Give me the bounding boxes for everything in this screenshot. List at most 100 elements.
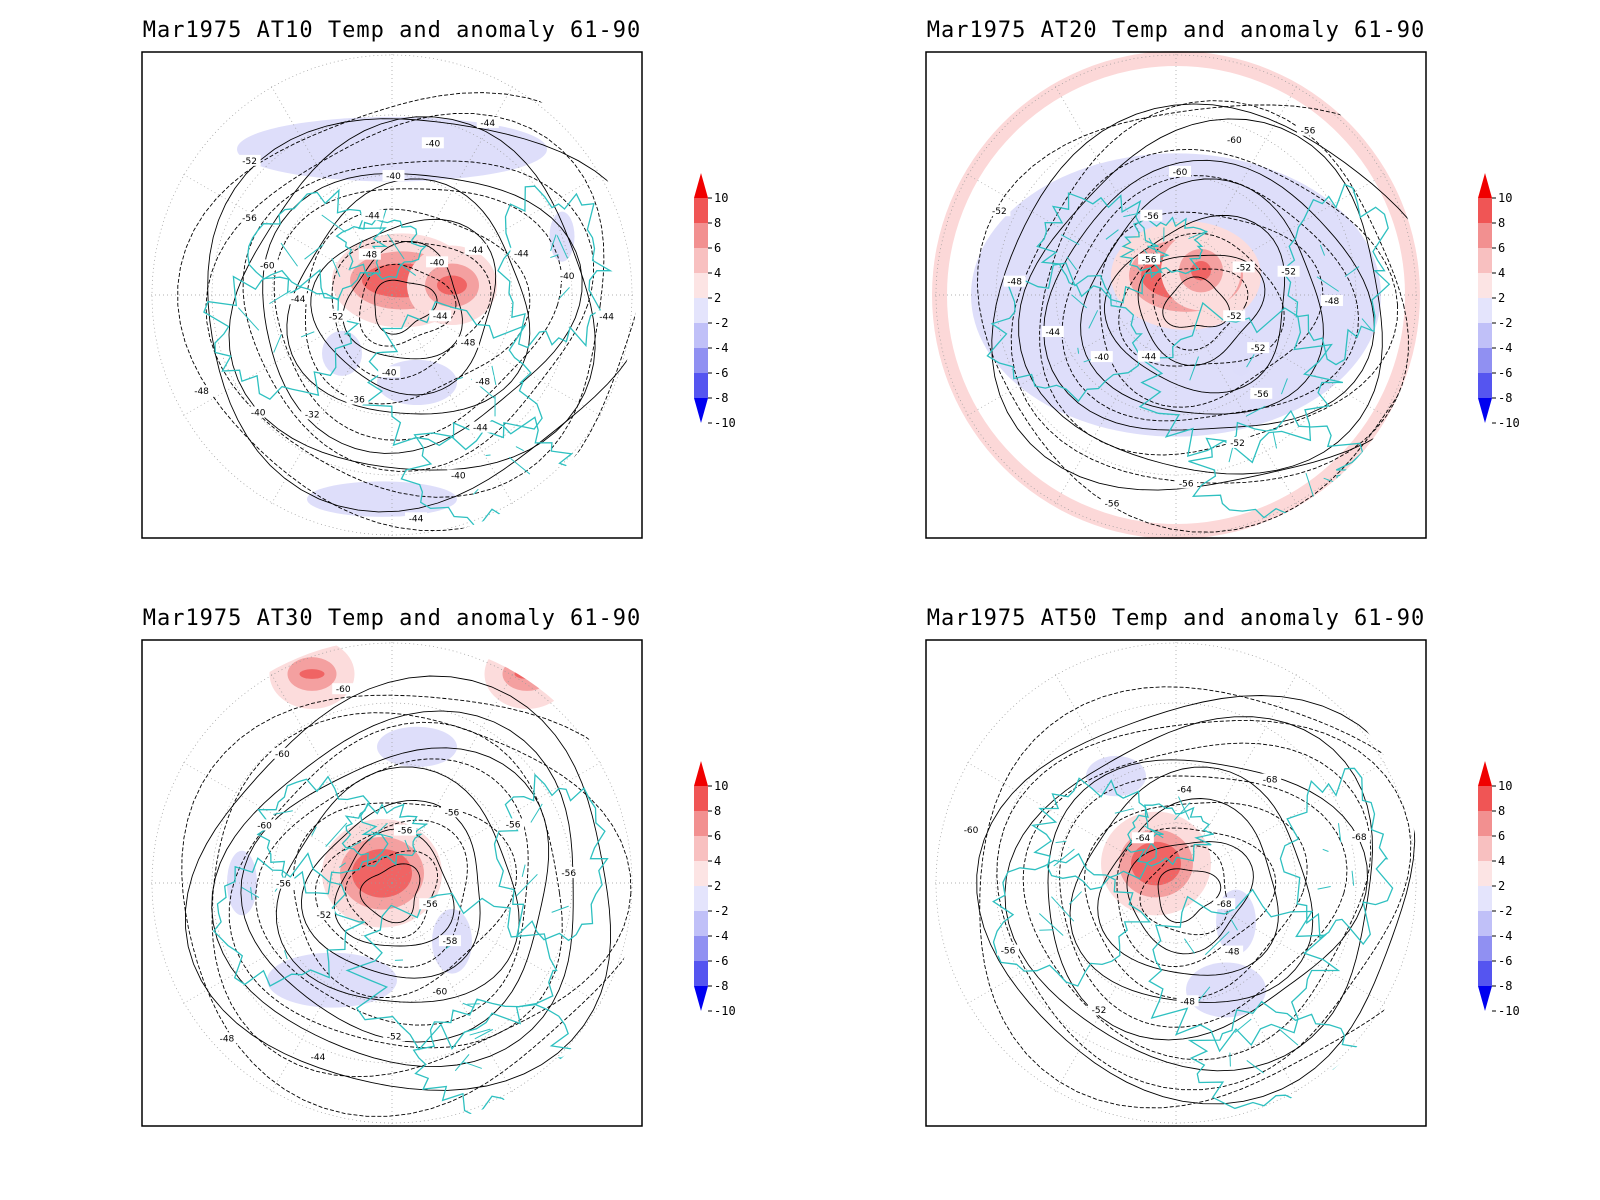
- contour-label-bg: [1041, 326, 1064, 338]
- contour-label-bg: [256, 259, 279, 271]
- contour-label-bg: [1348, 830, 1371, 842]
- colorbar-swatch: [1478, 886, 1492, 911]
- contour-label: -44: [473, 424, 488, 434]
- contour-label: -52: [992, 207, 1007, 217]
- warm-anomaly-core: [502, 657, 552, 691]
- contour-label-bg: [253, 819, 276, 831]
- contour-label: -40: [425, 139, 440, 149]
- contour-label-bg: [440, 806, 463, 818]
- colorbar-tick-label: 2: [714, 291, 721, 305]
- contour-label: -48: [220, 1034, 235, 1044]
- temperature-contour: [1162, 276, 1230, 328]
- country-border: [558, 287, 570, 299]
- contour-label-bg: [469, 421, 492, 433]
- country-border: [300, 331, 315, 338]
- country-border: [1246, 405, 1266, 417]
- colorbar: 10 8 6 4 2 -2 -4 -6 -8 -10: [1478, 173, 1520, 430]
- country-border: [1069, 891, 1082, 905]
- contour-label: -48: [1180, 997, 1195, 1007]
- panel-title: Mar1975 AT10 Temp and anomaly 61-90: [142, 18, 642, 43]
- country-border: [1230, 919, 1238, 931]
- contour-label-bg: [1297, 124, 1320, 136]
- temperature-contour: [1022, 742, 1372, 1061]
- country-border: [1177, 796, 1190, 820]
- cold-anomaly-region: [227, 850, 257, 916]
- meridian-line: [1175, 83, 1299, 296]
- map-frame: [141, 639, 643, 1127]
- contour-label: -44: [469, 246, 484, 256]
- country-border: [311, 826, 317, 836]
- coastline: [1125, 803, 1214, 867]
- coastline: [1036, 192, 1170, 304]
- country-border: [1316, 276, 1339, 292]
- colorbar-tick-label: 4: [714, 266, 721, 280]
- meridian-line: [269, 882, 393, 1095]
- colorbar-tick-label: -4: [714, 929, 728, 943]
- temperature-contour: [359, 263, 457, 347]
- country-border: [1280, 378, 1288, 395]
- country-border: [338, 862, 346, 868]
- country-border: [343, 840, 362, 852]
- contour-label-bg: [301, 408, 324, 420]
- meridian-line: [180, 172, 393, 296]
- contour-label: -52: [316, 911, 331, 921]
- country-border: [508, 456, 531, 475]
- colorbar-swatch: [1478, 198, 1492, 223]
- country-border: [516, 873, 538, 897]
- contour-label: -56: [1301, 127, 1316, 137]
- colorbar-tick-label: -6: [1498, 954, 1512, 968]
- map-frame: [925, 51, 1427, 539]
- polar-map: -56-58-60-52-44-48-52-56-60-60-60-56-56-…: [141, 639, 736, 1127]
- contour-label-bg: [378, 366, 401, 378]
- colorbar-tick-label: -6: [1498, 366, 1512, 380]
- contour-label: -60: [275, 750, 290, 760]
- country-border: [1305, 472, 1315, 498]
- colorbar-tick-label: -10: [714, 416, 736, 430]
- contour-label: -40: [451, 471, 466, 481]
- temperature-contour: [342, 240, 463, 360]
- colorbar-tick-label: 10: [714, 191, 728, 205]
- colorbar-min-arrow: [1478, 398, 1492, 423]
- meridian-line: [391, 671, 515, 884]
- contour-label-bg: [346, 393, 369, 405]
- contour-label: -48: [1007, 278, 1022, 288]
- colorbar-tick-label: -8: [1498, 979, 1512, 993]
- cold-anomaly-region: [549, 211, 575, 262]
- contour-label: -48: [461, 339, 476, 349]
- contour-label-bg: [1213, 898, 1236, 910]
- country-border: [1272, 431, 1278, 449]
- colorbar-tick-label: 2: [1498, 291, 1505, 305]
- country-border: [469, 1028, 491, 1036]
- colorbar-swatch: [1478, 223, 1492, 248]
- coastline: [1119, 216, 1209, 279]
- contour-label-bg: [1226, 436, 1249, 448]
- coastline: [493, 773, 609, 942]
- temperature-contour: [304, 208, 531, 405]
- colorbar-tick-label: 2: [714, 879, 721, 893]
- panel-title: Mar1975 AT30 Temp and anomaly 61-90: [142, 606, 642, 631]
- temperature-contour: [207, 118, 636, 513]
- temperature-contour: [240, 747, 550, 1043]
- country-border: [321, 214, 346, 233]
- contour-label-bg: [405, 512, 428, 524]
- contour-label-bg: [271, 747, 294, 759]
- contour-label: -56: [506, 820, 521, 830]
- colorbar-tick-label: -4: [1498, 929, 1512, 943]
- contour-label: -64: [1136, 834, 1151, 844]
- colorbar-swatch: [694, 273, 708, 298]
- contour-label-bg: [1320, 295, 1343, 307]
- contour-label: -60: [1173, 168, 1188, 178]
- contour-label: -44: [433, 312, 448, 322]
- meridian-line: [269, 294, 393, 507]
- country-border: [454, 1054, 470, 1072]
- colorbar-swatch: [1478, 323, 1492, 348]
- colorbar-max-arrow: [694, 761, 708, 786]
- colorbar-swatch: [694, 961, 708, 986]
- temperature-contour: [1018, 118, 1383, 475]
- country-border: [1143, 825, 1164, 839]
- country-border: [474, 1028, 494, 1040]
- contour-label: -60: [964, 826, 979, 836]
- colorbar: 10 8 6 4 2 -2 -4 -6 -8 -10: [1478, 761, 1520, 1018]
- contour-label-bg: [247, 406, 270, 418]
- colorbar-tick-label: 8: [714, 216, 721, 230]
